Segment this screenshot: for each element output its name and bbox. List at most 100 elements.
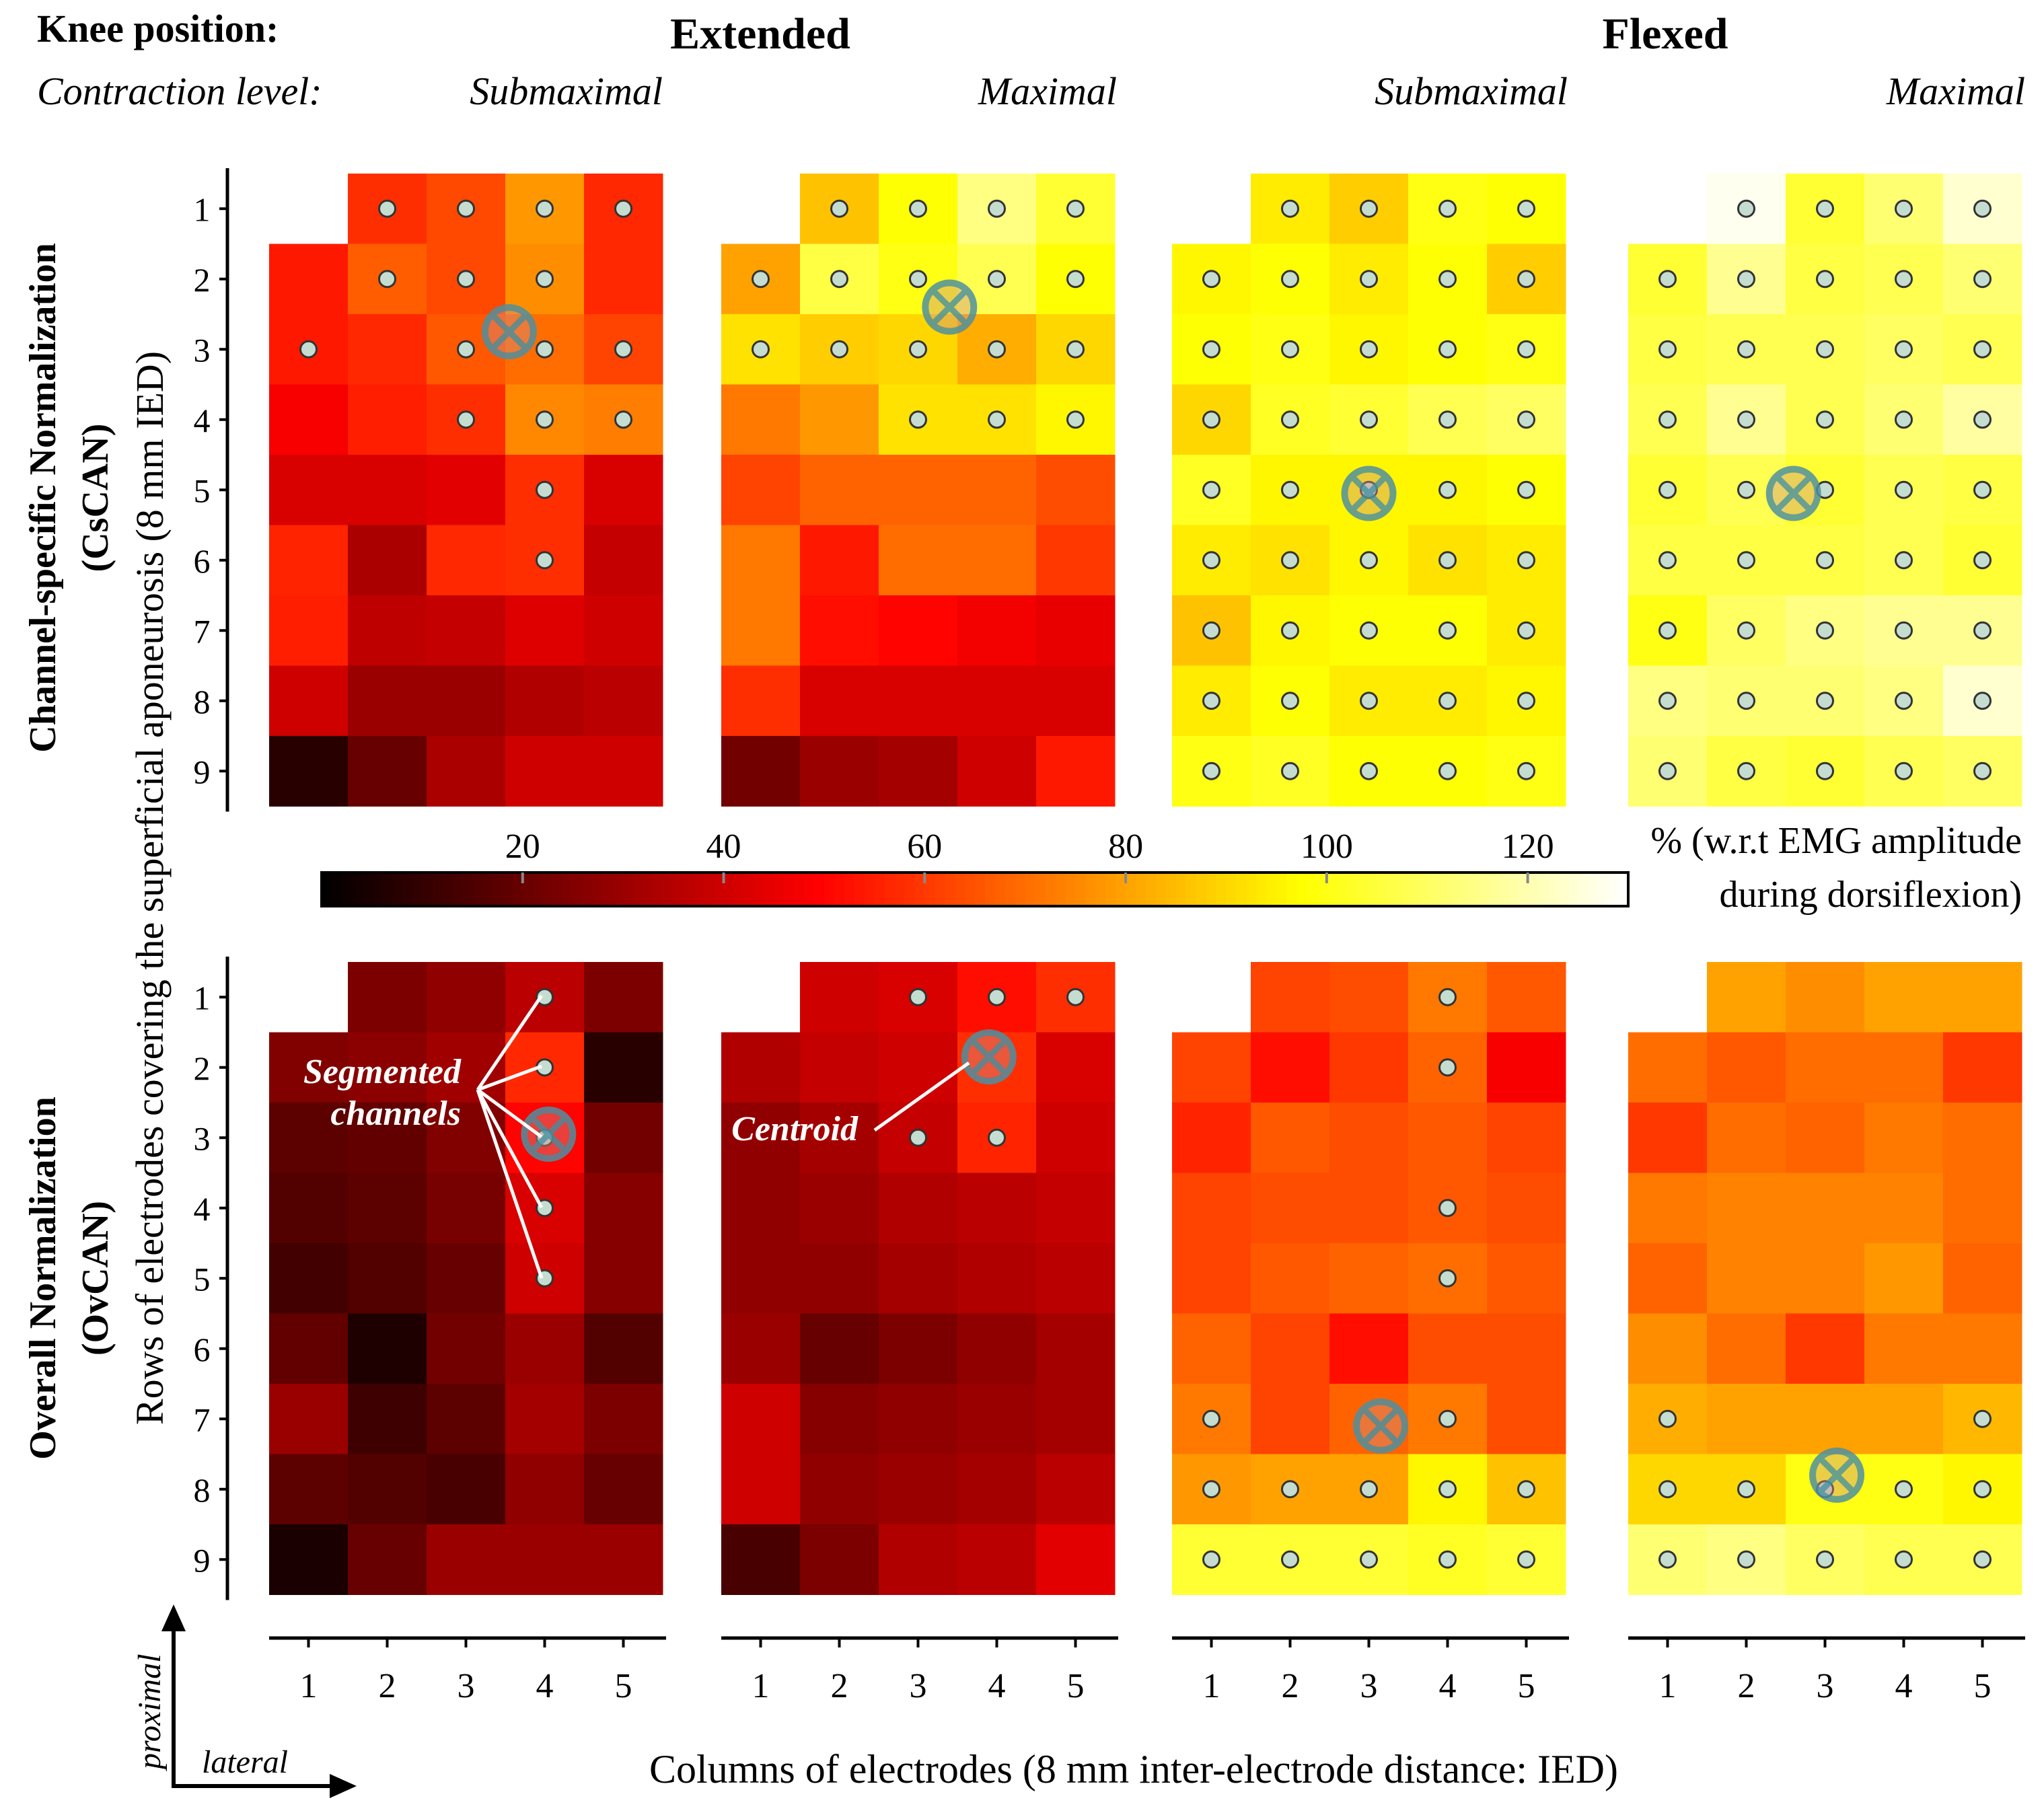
segmented-channel-marker bbox=[1438, 1409, 1457, 1428]
heatmap-cell bbox=[1036, 736, 1116, 807]
segmented-channel-marker bbox=[1438, 762, 1457, 780]
heatmap-cell bbox=[1251, 1384, 1330, 1454]
heatmap-cell bbox=[957, 1243, 1037, 1314]
heatmap-cell bbox=[1707, 1243, 1786, 1314]
y-tick-label: 6 bbox=[194, 1331, 211, 1368]
heatmap-cell bbox=[1251, 962, 1330, 1033]
colorbar-segment bbox=[1497, 873, 1508, 906]
colorbar-segment bbox=[854, 873, 865, 906]
colorbar-segment bbox=[994, 873, 1006, 906]
colorbar-segment bbox=[341, 873, 353, 906]
colorbar-segment bbox=[1447, 873, 1459, 906]
centroid-cross bbox=[970, 1038, 1007, 1076]
x-tick-label: 3 bbox=[1360, 1667, 1378, 1705]
heatmap-cell bbox=[584, 1454, 663, 1525]
segmented-channel-marker bbox=[1202, 692, 1220, 710]
heatmap-cell bbox=[1707, 1384, 1786, 1454]
colorbar-segment bbox=[1236, 873, 1247, 906]
knee-position-label: Knee position: bbox=[37, 7, 279, 50]
heatmap-cell bbox=[879, 736, 958, 807]
colorbar-segment bbox=[733, 873, 745, 906]
proximal-label: proximal bbox=[132, 1654, 168, 1771]
segmented-channel-marker bbox=[1658, 1480, 1677, 1499]
y-tick-label: 1 bbox=[194, 190, 211, 228]
heatmap-cell bbox=[584, 1243, 663, 1314]
heatmap-cell bbox=[1707, 1032, 1786, 1103]
colorbar-segment bbox=[764, 873, 775, 906]
heatmap-cell bbox=[1036, 1243, 1116, 1314]
heatmap-cell bbox=[1487, 1384, 1566, 1454]
colorbar-segment bbox=[1075, 873, 1087, 906]
heatmap-cell bbox=[879, 525, 958, 596]
heatmap-cell bbox=[1036, 1524, 1116, 1595]
heatmap-cell bbox=[879, 1384, 958, 1454]
heatmap-cell bbox=[1487, 1173, 1566, 1244]
direction-arrows: proximal lateral bbox=[132, 1604, 357, 1798]
heatmap-cell bbox=[427, 1524, 506, 1595]
annotation-leader bbox=[476, 1088, 543, 1139]
colorbar-segment bbox=[512, 873, 523, 906]
heatmap-cell bbox=[427, 1173, 506, 1244]
segmented-channel-marker bbox=[1737, 1550, 1755, 1569]
heatmap-cell bbox=[721, 1524, 801, 1595]
heatmap-cell bbox=[1172, 1313, 1251, 1384]
colorbar-segment bbox=[1326, 873, 1338, 906]
segmented-channel-marker bbox=[1737, 480, 1755, 499]
segmented-channel-marker bbox=[752, 340, 770, 359]
colorbar-segment bbox=[462, 873, 474, 906]
colorbar-segment bbox=[492, 873, 503, 906]
colorbar-segment bbox=[955, 873, 966, 906]
heatmap-cell bbox=[800, 455, 879, 525]
cscan-group-label-line2: (CsCAN) bbox=[75, 424, 116, 572]
segmented-channel-marker bbox=[1360, 551, 1378, 570]
segmented-channel-marker bbox=[1438, 692, 1457, 710]
segmented-channel-marker bbox=[1973, 1550, 1992, 1569]
y-tick-label: 5 bbox=[194, 472, 211, 509]
heatmap-cell bbox=[957, 1524, 1037, 1595]
y-axis-rows: 1 2 3 4 5 6 7 8 9 bbox=[194, 168, 229, 812]
heatmap-cell bbox=[879, 1243, 958, 1314]
colorbar-segment bbox=[784, 873, 795, 906]
segmented-channel-marker bbox=[536, 199, 554, 218]
heatmap-cell bbox=[1487, 1243, 1566, 1314]
heatmap-cell bbox=[1036, 1032, 1116, 1103]
ovcan-group-label-line1: Overall Normalization bbox=[22, 1097, 64, 1460]
segmented-channel-marker bbox=[1438, 340, 1457, 359]
heatmap-cell bbox=[721, 525, 801, 596]
heatmap-cell bbox=[348, 1243, 427, 1314]
heatmap-cell bbox=[269, 1103, 349, 1173]
y-tick-label: 5 bbox=[194, 1260, 211, 1298]
segmented-channel-marker bbox=[1360, 199, 1378, 218]
heatmap-cell bbox=[1786, 1103, 1865, 1173]
colorbar-tick-label: 20 bbox=[505, 827, 540, 866]
colorbar-segment bbox=[1126, 873, 1137, 906]
segmented-channel-marker bbox=[1438, 1550, 1457, 1569]
segmented-channel-marker bbox=[1973, 692, 1992, 710]
heatmap-cell bbox=[1628, 1032, 1708, 1103]
heatmap-cell bbox=[721, 1313, 801, 1384]
heatmap-cell bbox=[721, 595, 801, 666]
heatmap-cell bbox=[800, 1173, 879, 1244]
colorbar-segment bbox=[884, 873, 896, 906]
colorbar-segment bbox=[984, 873, 996, 906]
segmented-channel-marker bbox=[1895, 410, 1913, 429]
heatmap-cell bbox=[1943, 1032, 2022, 1103]
segmented-channel-marker bbox=[1360, 340, 1378, 359]
colorbar-segment bbox=[1266, 873, 1278, 906]
colorbar-segment bbox=[1276, 873, 1288, 906]
segmented-channel-marker bbox=[1438, 988, 1457, 1006]
segmented-channel-marker bbox=[1816, 199, 1834, 218]
colorbar-segment bbox=[1336, 873, 1348, 906]
segmented-channel-marker bbox=[1202, 340, 1220, 359]
heatmap-cell bbox=[505, 1384, 585, 1454]
heatmap-cell bbox=[505, 736, 585, 807]
colorbar-segment bbox=[1618, 873, 1629, 906]
colorbar-segment bbox=[1165, 873, 1177, 906]
segmented-channel-marker bbox=[1895, 551, 1913, 570]
centroid-cross bbox=[1818, 1456, 1856, 1494]
heatmap-cell bbox=[269, 1243, 349, 1314]
contraction-level-label: Contraction level: bbox=[37, 69, 322, 113]
colorbar-segment bbox=[1316, 873, 1327, 906]
centroid-marker bbox=[1353, 1398, 1409, 1454]
segmented-channel-marker bbox=[909, 199, 927, 218]
